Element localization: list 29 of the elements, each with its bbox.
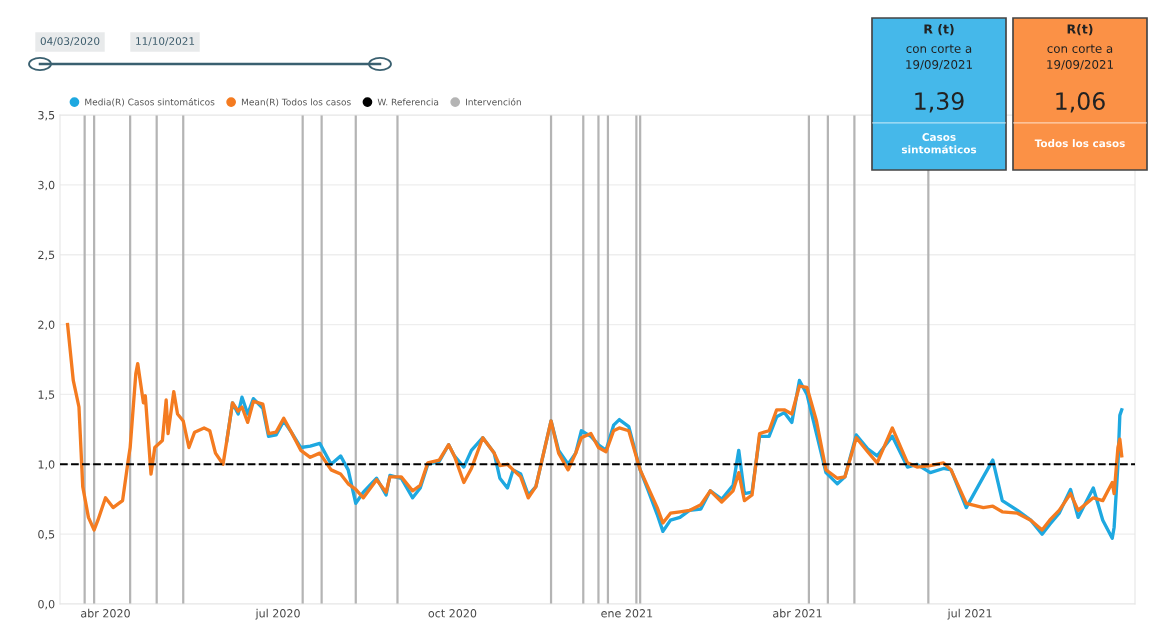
text: con corte a 19/09/2021: [906, 44, 972, 70]
y-tick-label: 0,0: [38, 599, 55, 610]
y-tick-label: 1,0: [38, 460, 55, 470]
legend-label: Intervención: [466, 98, 521, 106]
legend-label: Media(R) Casos sintomáticos: [85, 98, 215, 107]
legend-label: W. Referencia: [377, 98, 439, 106]
y-tick-label: 3,5: [38, 110, 55, 121]
x-tick-label: abr 2020: [81, 608, 130, 618]
text: 1,06: [1056, 92, 1105, 113]
text: con corte a 19/09/2021: [1047, 44, 1113, 70]
y-tick-label: 1,5: [38, 390, 55, 400]
y-tick-label: 3,0: [38, 180, 55, 191]
y-tick-label: 2,5: [38, 250, 55, 261]
x-tick-label: abr 2021: [773, 608, 822, 618]
line-series: [65, 322, 1124, 532]
y-tick-label: 2,0: [38, 320, 55, 331]
x-tick-label: jul 2021: [947, 608, 992, 620]
x-tick-label: ene 2021: [601, 609, 653, 618]
annotation: Todos los casos: [1034, 139, 1125, 148]
x-tick-label: oct 2020: [428, 609, 477, 618]
text: 11/10/2021: [136, 37, 195, 46]
text: 1,39: [915, 92, 964, 113]
y-tick-label: 0,5: [38, 530, 55, 540]
text: R(t): [1067, 24, 1093, 36]
annotation: Casos sintomáticos: [901, 133, 977, 154]
legend-label: Mean(R) Todos los casos: [241, 98, 351, 107]
x-tick-label: jul 2020: [255, 608, 300, 620]
text: 04/03/2020: [40, 37, 100, 46]
text: R (t): [924, 24, 954, 36]
